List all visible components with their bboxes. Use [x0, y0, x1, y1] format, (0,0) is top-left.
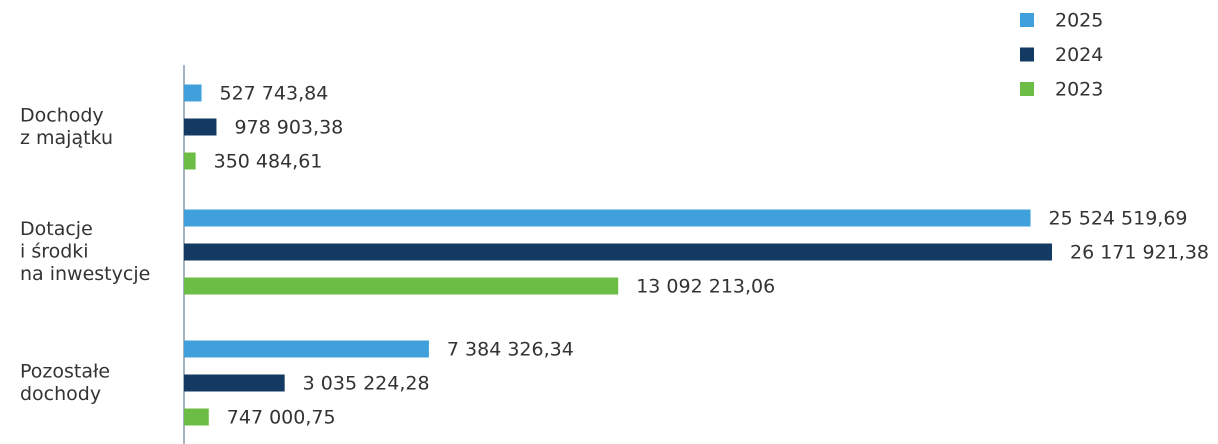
category-label: z majątku	[20, 127, 113, 149]
value-label: 25 524 519,69	[1049, 208, 1188, 230]
value-label: 13 092 213,06	[636, 276, 775, 298]
bar	[184, 408, 209, 426]
value-label: 350 484,61	[214, 151, 323, 173]
category-label: dochody	[20, 383, 101, 405]
value-label: 747 000,75	[227, 407, 336, 429]
legend-swatch	[1020, 13, 1034, 27]
value-label: 3 035 224,28	[303, 373, 430, 395]
legend-label: 2023	[1055, 79, 1103, 101]
value-label: 978 903,38	[234, 117, 343, 139]
category-label: Dotacje	[20, 218, 93, 240]
bar	[184, 277, 619, 295]
bar	[184, 209, 1031, 227]
legend-swatch	[1020, 82, 1034, 96]
bar	[184, 374, 285, 392]
bar	[184, 340, 429, 358]
category-label: Pozostałe	[20, 360, 110, 382]
value-label: 527 743,84	[220, 83, 329, 105]
category-label: na inwestycje	[20, 263, 150, 285]
legend-label: 2024	[1055, 44, 1103, 66]
category-label: i środki	[20, 241, 89, 263]
legend-swatch	[1020, 47, 1034, 62]
bar	[184, 84, 202, 102]
value-label: 7 384 326,34	[447, 339, 574, 361]
category-label: Dochody	[20, 104, 104, 126]
legend-label: 2025	[1055, 10, 1103, 32]
bar	[184, 152, 196, 170]
bar	[184, 243, 1052, 261]
bar	[184, 118, 217, 136]
value-label: 26 171 921,38	[1070, 242, 1209, 264]
